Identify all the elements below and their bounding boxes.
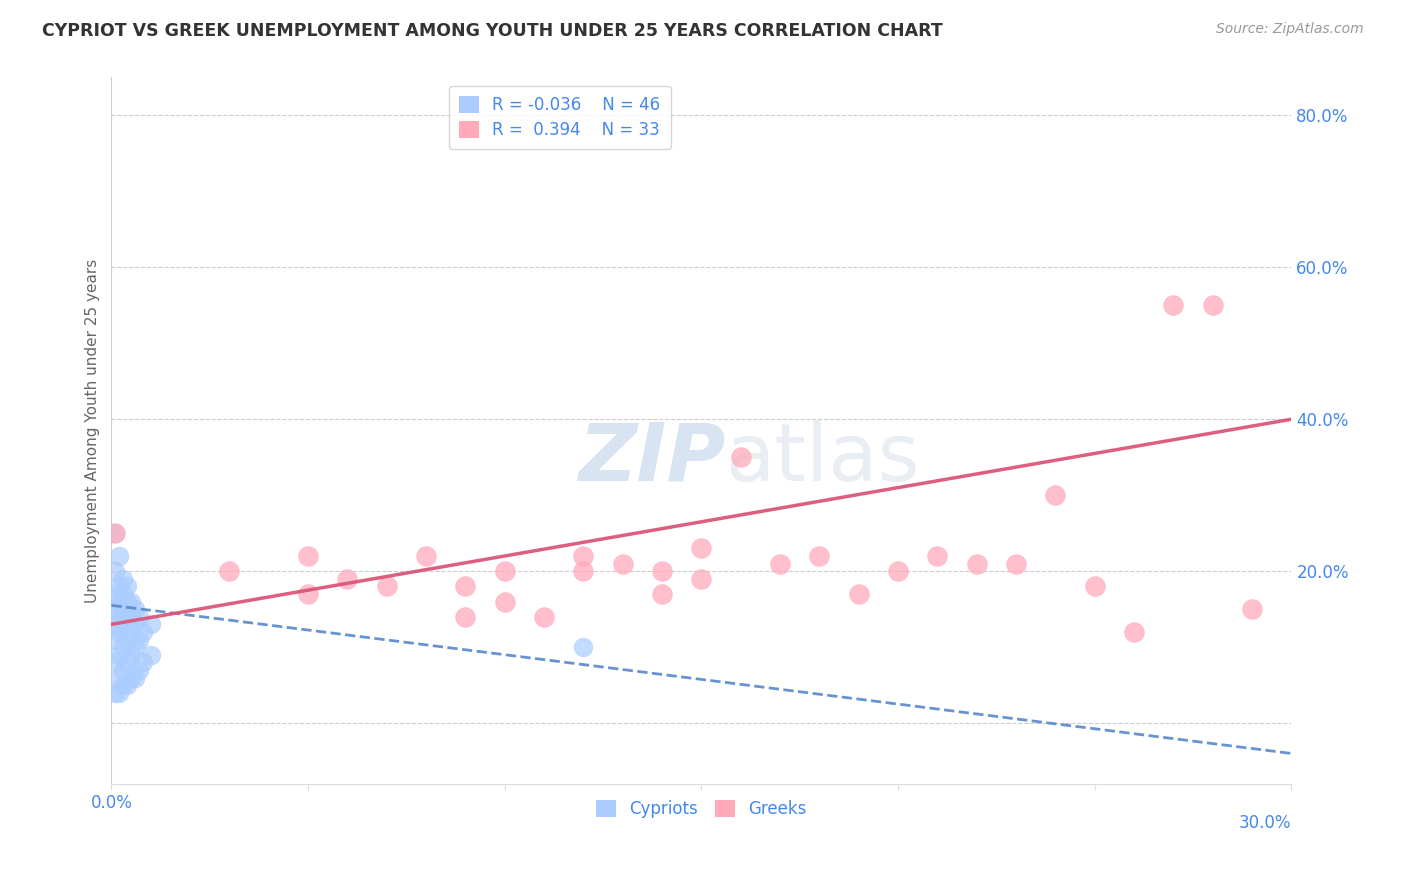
Point: [494, 564, 516, 578]
Point: [454, 609, 477, 624]
Point: [375, 579, 398, 593]
Point: [572, 564, 595, 578]
Point: [1163, 298, 1185, 312]
Point: [108, 549, 131, 563]
Point: [115, 579, 138, 593]
Y-axis label: Unemployment Among Youth under 25 years: Unemployment Among Youth under 25 years: [86, 259, 100, 603]
Point: [104, 564, 127, 578]
Point: [1045, 488, 1067, 502]
Point: [128, 663, 150, 677]
Point: [1005, 557, 1028, 571]
Point: [139, 648, 162, 662]
Point: [132, 656, 155, 670]
Point: [1241, 602, 1264, 616]
Point: [115, 678, 138, 692]
Point: [1084, 579, 1107, 593]
Point: [572, 549, 595, 563]
Point: [108, 648, 131, 662]
Point: [533, 609, 555, 624]
Point: [112, 678, 135, 692]
Point: [1202, 298, 1225, 312]
Point: [494, 594, 516, 608]
Point: [808, 549, 831, 563]
Point: [120, 671, 142, 685]
Point: [108, 594, 131, 608]
Point: [454, 579, 477, 593]
Point: [927, 549, 949, 563]
Point: [120, 648, 142, 662]
Point: [104, 587, 127, 601]
Legend: Cypriots, Greeks: Cypriots, Greeks: [589, 794, 813, 825]
Point: [112, 663, 135, 677]
Point: [120, 609, 142, 624]
Point: [124, 671, 146, 685]
Point: [297, 587, 319, 601]
Point: [124, 640, 146, 654]
Text: 30.0%: 30.0%: [1239, 814, 1292, 832]
Point: [112, 617, 135, 632]
Text: CYPRIOT VS GREEK UNEMPLOYMENT AMONG YOUTH UNDER 25 YEARS CORRELATION CHART: CYPRIOT VS GREEK UNEMPLOYMENT AMONG YOUT…: [42, 22, 943, 40]
Point: [139, 617, 162, 632]
Point: [415, 549, 437, 563]
Point: [104, 617, 127, 632]
Point: [120, 594, 142, 608]
Point: [115, 609, 138, 624]
Point: [848, 587, 870, 601]
Point: [128, 632, 150, 647]
Point: [132, 624, 155, 639]
Point: [115, 632, 138, 647]
Point: [112, 572, 135, 586]
Point: [108, 579, 131, 593]
Point: [108, 671, 131, 685]
Point: [297, 549, 319, 563]
Point: [115, 594, 138, 608]
Point: [124, 602, 146, 616]
Text: atlas: atlas: [725, 420, 920, 498]
Point: [730, 450, 752, 465]
Point: [1123, 624, 1146, 639]
Point: [115, 656, 138, 670]
Point: [112, 602, 135, 616]
Point: [104, 632, 127, 647]
Point: [966, 557, 988, 571]
Point: [651, 587, 673, 601]
Point: [120, 624, 142, 639]
Point: [104, 686, 127, 700]
Point: [108, 609, 131, 624]
Point: [690, 541, 713, 556]
Text: ZIP: ZIP: [578, 420, 725, 498]
Point: [112, 640, 135, 654]
Point: [572, 640, 595, 654]
Point: [651, 564, 673, 578]
Point: [104, 526, 127, 541]
Point: [112, 587, 135, 601]
Point: [104, 602, 127, 616]
Point: [769, 557, 792, 571]
Point: [612, 557, 634, 571]
Point: [124, 617, 146, 632]
Point: [218, 564, 240, 578]
Point: [104, 656, 127, 670]
Point: [104, 526, 127, 541]
Text: Source: ZipAtlas.com: Source: ZipAtlas.com: [1216, 22, 1364, 37]
Point: [887, 564, 910, 578]
Point: [108, 624, 131, 639]
Point: [690, 572, 713, 586]
Point: [336, 572, 359, 586]
Point: [108, 686, 131, 700]
Point: [128, 609, 150, 624]
